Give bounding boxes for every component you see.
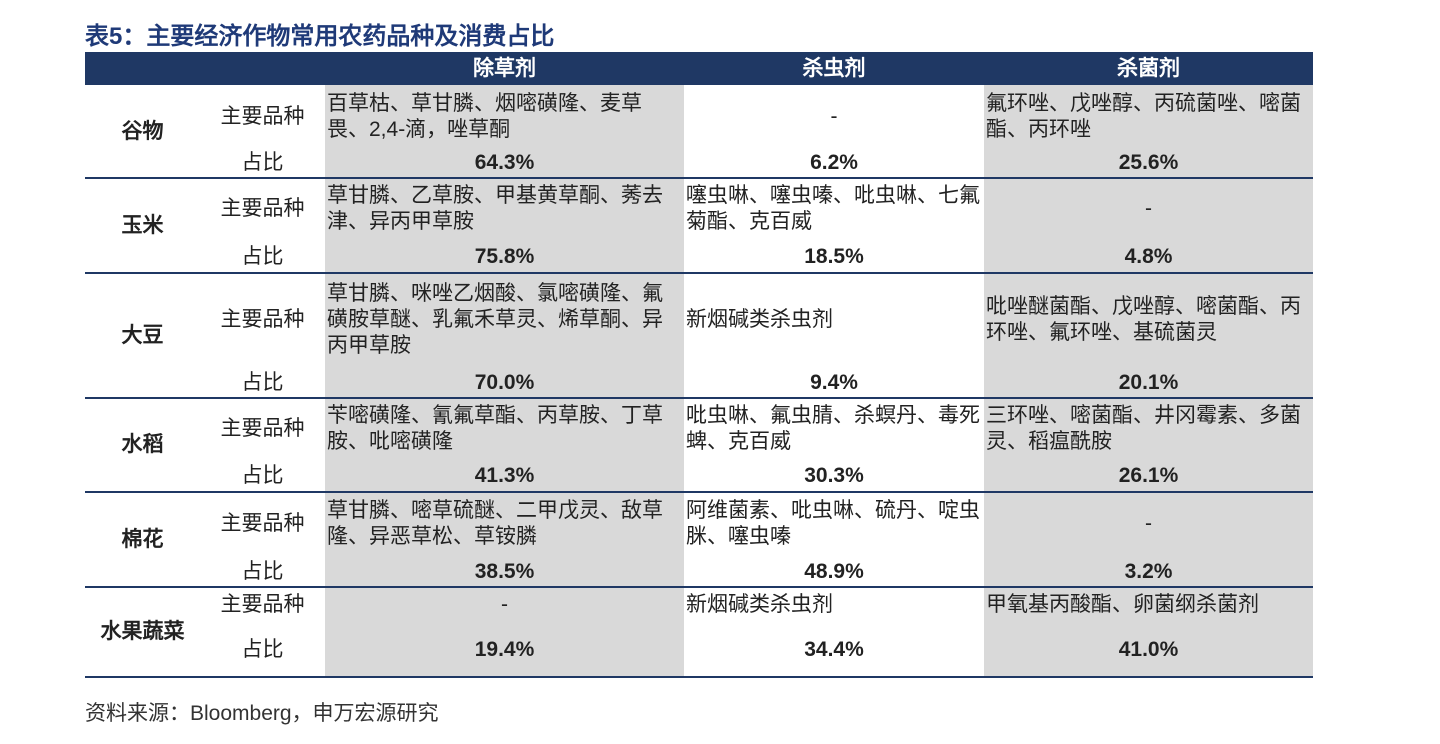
share-cell: 18.5% xyxy=(804,244,864,268)
share-cell: 34.4% xyxy=(804,637,864,661)
crop-label: 水果蔬菜 xyxy=(100,620,185,643)
row-label: 主要品种 xyxy=(220,417,305,440)
title: 表5：主要经济作物常用农药品种及消费占比 xyxy=(85,23,555,50)
row-label: 占比 xyxy=(241,637,284,661)
variety-cell: 新烟碱类杀虫剂 xyxy=(686,308,833,331)
variety-cell: - xyxy=(1145,197,1152,220)
row-label: 主要品种 xyxy=(220,197,305,220)
row-label: 占比 xyxy=(241,559,284,583)
row-label: 主要品种 xyxy=(220,512,305,535)
variety-cell: 甲氧基丙酸酯、卵菌纲杀菌剂 xyxy=(986,592,1259,616)
header-bar xyxy=(85,52,1313,85)
variety-cell: 吡虫啉、氟虫腈、杀螟丹、毒死蜱、克百威 xyxy=(686,404,980,453)
row-label: 占比 xyxy=(241,244,284,268)
share-cell: 20.1% xyxy=(1118,370,1179,394)
share-cell: 38.5% xyxy=(474,559,535,583)
row-separator xyxy=(85,397,1313,399)
crop-label: 谷物 xyxy=(121,119,164,143)
variety-cell: - xyxy=(501,592,508,616)
variety-cell: 三环唑、嘧菌酯、井冈霉素、多菌灵、稻瘟酰胺 xyxy=(986,404,1301,453)
column-header: 杀虫剂 xyxy=(802,56,866,80)
variety-cell: 草甘膦、咪唑乙烟酸、氯嘧磺隆、氟磺胺草醚、乳氟禾草灵、烯草酮、异丙甲草胺 xyxy=(327,282,663,357)
variety-cell: 草甘膦、乙草胺、甲基黄草酮、莠去津、异丙甲草胺 xyxy=(327,184,663,233)
share-cell: 25.6% xyxy=(1118,151,1179,174)
share-cell: 75.8% xyxy=(474,244,535,268)
share-cell: 41.3% xyxy=(474,464,535,487)
column-shade xyxy=(325,85,684,677)
row-separator xyxy=(85,272,1313,274)
share-cell: 19.4% xyxy=(474,637,535,661)
row-label: 主要品种 xyxy=(220,104,305,128)
crop-label: 棉花 xyxy=(121,527,164,551)
row-label: 占比 xyxy=(241,151,284,174)
share-cell: 64.3% xyxy=(474,151,535,174)
crop-label: 水稻 xyxy=(121,433,164,456)
variety-cell: 新烟碱类杀虫剂 xyxy=(686,592,833,616)
share-cell: 41.0% xyxy=(1118,637,1179,661)
share-cell: 48.9% xyxy=(804,559,864,583)
column-header: 除草剂 xyxy=(473,56,536,80)
share-cell: 4.8% xyxy=(1124,244,1173,268)
variety-cell: 吡唑醚菌酯、戊唑醇、嘧菌酯、丙环唑、氟环唑、基硫菌灵 xyxy=(986,295,1301,344)
variety-cell: 阿维菌素、吡虫啉、硫丹、啶虫脒、噻虫嗪 xyxy=(686,499,980,548)
variety-cell: 噻虫啉、噻虫嗪、吡虫啉、七氟菊酯、克百威 xyxy=(686,184,980,233)
variety-cell: 氟环唑、戊唑醇、丙硫菌唑、嘧菌酯、丙环唑 xyxy=(986,91,1301,141)
column-shade xyxy=(984,85,1313,677)
share-cell: 3.2% xyxy=(1124,559,1173,583)
row-label: 占比 xyxy=(241,464,284,487)
row-separator xyxy=(85,586,1313,588)
column-header: 杀菌剂 xyxy=(1117,56,1180,80)
row-separator xyxy=(85,491,1313,493)
variety-cell: 苄嘧磺隆、氰氟草酯、丙草胺、丁草胺、吡嘧磺隆 xyxy=(327,404,663,453)
variety-cell: 草甘膦、嘧草硫醚、二甲戊灵、敌草隆、异恶草松、草铵膦 xyxy=(327,499,663,548)
crop-label: 玉米 xyxy=(121,213,164,237)
variety-cell: - xyxy=(830,104,838,128)
variety-cell: 百草枯、草甘膦、烟嘧磺隆、麦草畏、2,4-滴，唑草酮 xyxy=(327,91,642,141)
row-separator xyxy=(85,177,1313,179)
share-cell: 30.3% xyxy=(804,464,864,487)
share-cell: 26.1% xyxy=(1118,464,1179,487)
share-cell: 70.0% xyxy=(474,370,535,394)
crop-label: 大豆 xyxy=(121,323,164,347)
source-note: 资料来源：Bloomberg，申万宏源研究 xyxy=(85,702,439,725)
share-cell: 9.4% xyxy=(810,370,858,394)
share-cell: 6.2% xyxy=(810,151,858,174)
table-bottom-border xyxy=(85,676,1313,678)
variety-cell: - xyxy=(1145,512,1152,535)
row-label: 主要品种 xyxy=(220,592,305,616)
row-label: 占比 xyxy=(241,370,284,394)
row-label: 主要品种 xyxy=(220,308,305,331)
